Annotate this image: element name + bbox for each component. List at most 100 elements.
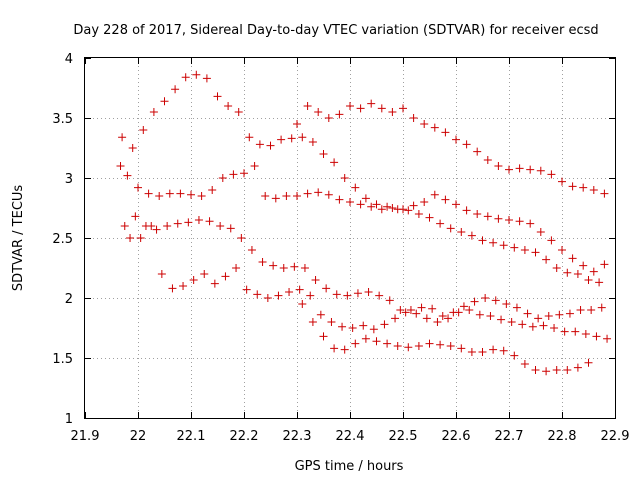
data-point bbox=[550, 324, 559, 332]
data-point bbox=[290, 262, 299, 271]
data-point bbox=[584, 276, 593, 284]
data-point bbox=[409, 201, 418, 210]
data-point bbox=[131, 212, 140, 221]
data-point bbox=[324, 190, 333, 199]
data-point bbox=[359, 321, 368, 330]
data-point bbox=[308, 138, 317, 146]
data-point bbox=[393, 342, 402, 350]
data-point bbox=[417, 303, 426, 312]
data-point bbox=[462, 206, 471, 215]
data-point bbox=[544, 312, 553, 320]
data-point bbox=[163, 222, 172, 230]
data-point bbox=[515, 217, 524, 226]
data-point bbox=[555, 310, 564, 319]
data-point bbox=[526, 165, 535, 174]
data-point bbox=[497, 315, 506, 324]
data-point bbox=[120, 222, 129, 230]
data-point bbox=[571, 327, 580, 336]
data-point bbox=[600, 260, 609, 269]
data-point bbox=[274, 291, 283, 300]
data-point bbox=[446, 224, 455, 233]
data-point bbox=[226, 224, 235, 233]
data-point bbox=[266, 141, 275, 150]
x-axis-label: GPS time / hours bbox=[295, 459, 404, 474]
data-point bbox=[542, 367, 551, 376]
data-point bbox=[388, 204, 397, 212]
data-point bbox=[210, 279, 219, 288]
data-point bbox=[584, 358, 593, 367]
data-point bbox=[346, 102, 354, 110]
data-point bbox=[467, 231, 476, 240]
data-point bbox=[388, 108, 397, 116]
data-point bbox=[240, 169, 248, 178]
data-point bbox=[298, 133, 307, 142]
data-point bbox=[401, 308, 410, 317]
y-tick-label: 3.5 bbox=[52, 112, 73, 127]
data-point bbox=[393, 205, 402, 214]
data-point bbox=[483, 156, 492, 164]
data-point bbox=[518, 320, 527, 329]
x-tick-label: 22.8 bbox=[548, 429, 577, 444]
x-tick-label: 22.3 bbox=[283, 429, 312, 444]
data-point bbox=[483, 212, 492, 221]
data-point bbox=[306, 291, 315, 300]
data-point bbox=[489, 345, 498, 354]
data-point bbox=[335, 110, 344, 119]
data-point bbox=[502, 300, 511, 308]
data-point bbox=[531, 366, 540, 374]
data-points bbox=[116, 70, 612, 376]
data-point bbox=[409, 114, 418, 122]
data-point bbox=[510, 243, 519, 252]
data-point bbox=[253, 290, 262, 299]
data-point bbox=[491, 296, 500, 305]
data-point bbox=[271, 194, 280, 203]
data-point bbox=[489, 238, 498, 247]
data-point bbox=[528, 322, 537, 331]
data-point bbox=[494, 162, 503, 170]
x-tick-label: 22 bbox=[130, 429, 147, 444]
data-point bbox=[237, 234, 246, 242]
data-point bbox=[234, 108, 243, 116]
data-point bbox=[560, 327, 569, 336]
data-point bbox=[563, 268, 572, 277]
data-point bbox=[510, 351, 519, 360]
data-point bbox=[319, 150, 328, 158]
data-point bbox=[303, 189, 312, 198]
data-point bbox=[269, 261, 278, 270]
data-point bbox=[314, 108, 323, 116]
data-point bbox=[179, 282, 188, 290]
x-tick-labels: 21.9 22 22.1 22.2 22.3 22.4 22.5 22.6 22.7 22.8 22… bbox=[71, 429, 630, 444]
data-point bbox=[422, 314, 431, 323]
data-point bbox=[478, 348, 487, 356]
data-point bbox=[314, 188, 323, 197]
data-point bbox=[136, 234, 145, 242]
data-point bbox=[303, 102, 312, 110]
data-point bbox=[568, 254, 577, 263]
data-point bbox=[364, 288, 373, 296]
data-point bbox=[250, 162, 259, 170]
data-point bbox=[520, 246, 529, 254]
data-point bbox=[494, 214, 503, 223]
x-tick-label: 22.4 bbox=[336, 429, 365, 444]
data-point bbox=[457, 344, 466, 353]
data-point bbox=[255, 140, 264, 149]
data-point bbox=[600, 189, 609, 198]
data-point bbox=[441, 128, 450, 137]
data-point bbox=[353, 289, 362, 298]
data-point bbox=[473, 147, 482, 156]
data-point bbox=[505, 165, 513, 174]
data-point bbox=[563, 366, 572, 374]
data-point bbox=[499, 346, 508, 355]
x-tick-label: 22.9 bbox=[601, 429, 630, 444]
data-point bbox=[383, 339, 392, 348]
y-tick-label: 1 bbox=[65, 412, 73, 427]
data-point bbox=[340, 345, 349, 354]
data-point bbox=[420, 198, 429, 206]
data-point bbox=[293, 192, 301, 200]
data-point bbox=[332, 290, 341, 299]
data-point bbox=[536, 166, 545, 175]
data-point bbox=[216, 222, 225, 230]
data-point bbox=[295, 285, 304, 294]
data-point bbox=[261, 192, 270, 200]
